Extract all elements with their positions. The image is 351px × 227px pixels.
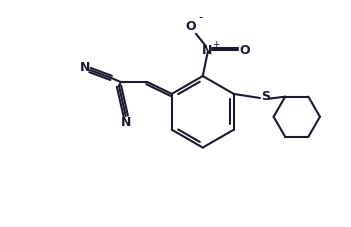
Text: N: N xyxy=(121,116,132,129)
Text: N: N xyxy=(80,61,91,74)
Text: S: S xyxy=(261,90,270,103)
Text: -: - xyxy=(199,11,203,24)
Text: N: N xyxy=(202,44,212,57)
Text: O: O xyxy=(186,20,196,33)
Text: +: + xyxy=(212,39,219,49)
Text: O: O xyxy=(239,44,250,57)
